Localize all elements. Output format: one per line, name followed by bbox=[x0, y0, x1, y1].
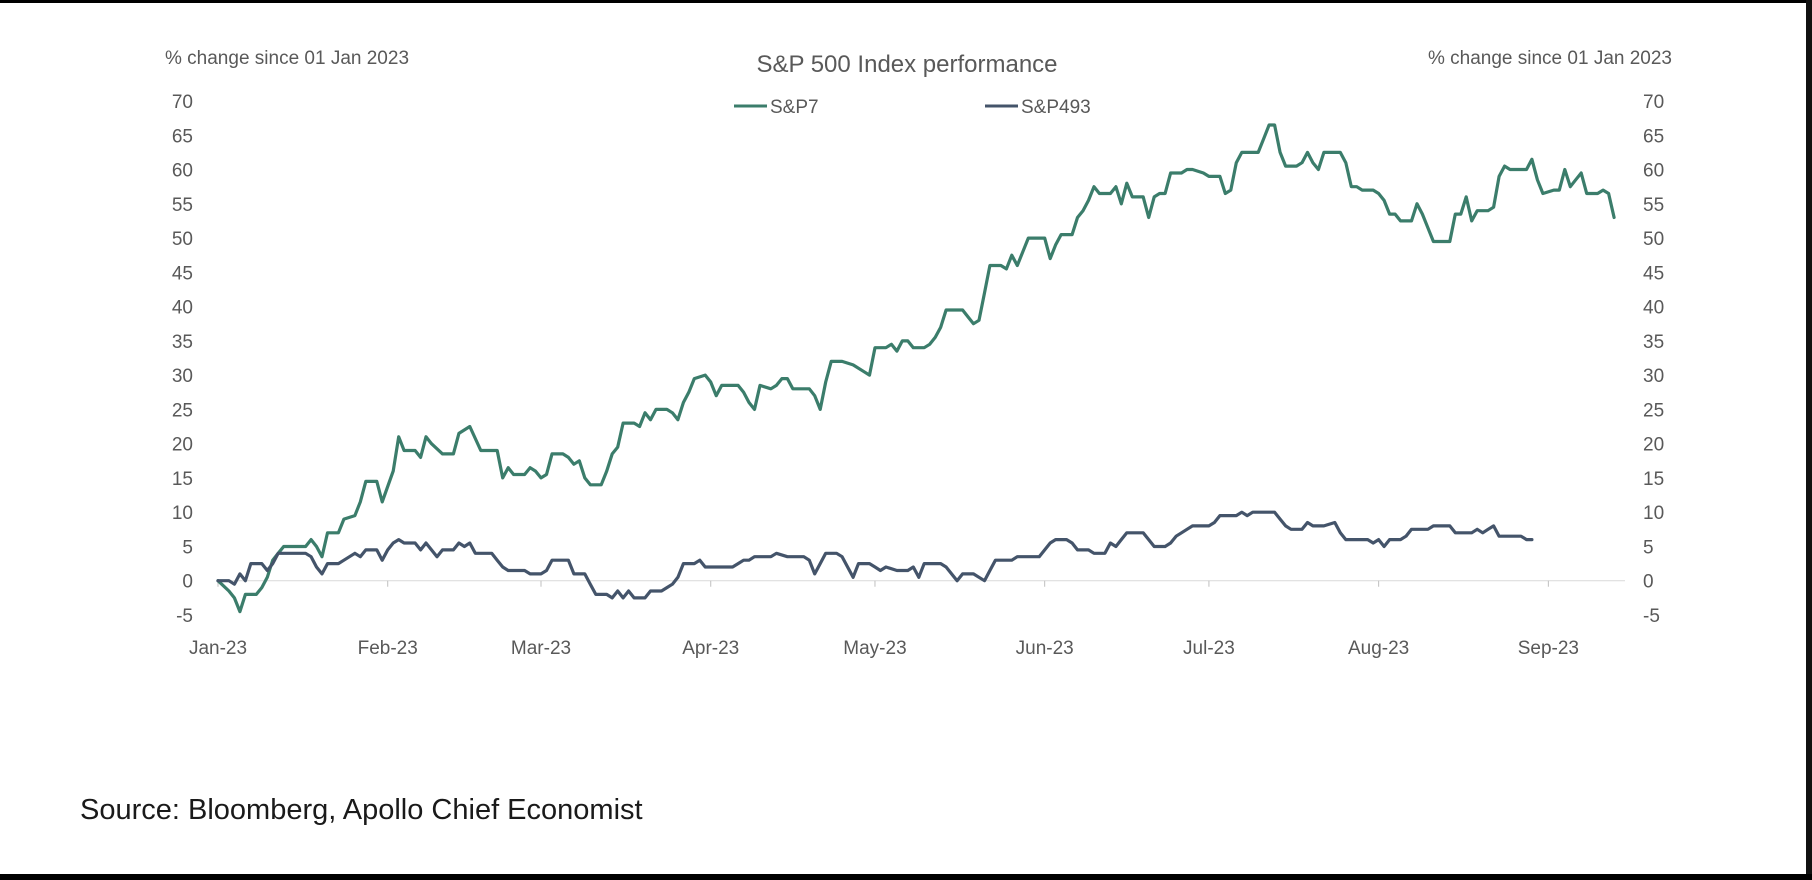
y-tick-right: 30 bbox=[1643, 366, 1664, 387]
x-tick-label: Sep-23 bbox=[1518, 638, 1579, 659]
legend-label-sp493: S&P493 bbox=[1021, 97, 1091, 118]
x-tick-label: Feb-23 bbox=[358, 638, 418, 659]
x-tick-label: Aug-23 bbox=[1348, 638, 1409, 659]
y-tick-right: 40 bbox=[1643, 298, 1664, 319]
right-axis-title: % change since 01 Jan 2023 bbox=[1428, 48, 1672, 69]
legend: S&P7 S&P493 bbox=[734, 97, 1091, 118]
y-tick-left: 40 bbox=[172, 298, 193, 319]
plot-area bbox=[216, 123, 1616, 614]
right-y-axis: -5 0 5 10 15 20 25 30 35 40 45 50 55 60 65 70 bbox=[1643, 92, 1664, 627]
y-tick-left: 5 bbox=[182, 537, 193, 558]
series-line-sp7 bbox=[216, 123, 1616, 614]
x-tick-label: Apr-23 bbox=[682, 638, 739, 659]
y-tick-right: 65 bbox=[1643, 126, 1664, 147]
x-tick-label: Jun-23 bbox=[1016, 638, 1074, 659]
y-tick-left: 25 bbox=[172, 400, 193, 421]
y-tick-left: 20 bbox=[172, 435, 193, 456]
y-tick-left: 65 bbox=[172, 126, 193, 147]
y-tick-right: 25 bbox=[1643, 400, 1664, 421]
y-tick-right: 0 bbox=[1643, 572, 1654, 593]
y-tick-left: 15 bbox=[172, 469, 193, 490]
bottom-border bbox=[0, 874, 1812, 880]
y-tick-left: 70 bbox=[172, 92, 193, 113]
x-axis: Jan-23 Feb-23 Mar-23 Apr-23 May-23 Jun-23 Jul-… bbox=[189, 580, 1625, 659]
y-tick-right: 20 bbox=[1643, 435, 1664, 456]
y-tick-right: 55 bbox=[1643, 195, 1664, 216]
right-border bbox=[1806, 0, 1812, 880]
y-tick-left: 10 bbox=[172, 503, 193, 524]
y-tick-left: 55 bbox=[172, 195, 193, 216]
y-tick-right: 45 bbox=[1643, 263, 1664, 284]
y-tick-left: -5 bbox=[176, 606, 193, 627]
legend-label-sp7: S&P7 bbox=[770, 97, 819, 118]
y-tick-left: 45 bbox=[172, 263, 193, 284]
y-tick-right: 60 bbox=[1643, 161, 1664, 182]
y-tick-left: 35 bbox=[172, 332, 193, 353]
y-tick-right: 35 bbox=[1643, 332, 1664, 353]
left-axis-title: % change since 01 Jan 2023 bbox=[165, 48, 409, 69]
x-tick-label: May-23 bbox=[843, 638, 906, 659]
series-line-sp493 bbox=[216, 510, 1534, 600]
y-tick-right: 70 bbox=[1643, 92, 1664, 113]
left-y-axis: -5 0 5 10 15 20 25 30 35 40 45 50 55 60 65 70 bbox=[172, 92, 193, 627]
y-tick-right: 50 bbox=[1643, 229, 1664, 250]
y-tick-left: 0 bbox=[182, 572, 193, 593]
y-tick-left: 50 bbox=[172, 229, 193, 250]
y-tick-left: 60 bbox=[172, 161, 193, 182]
x-tick-label: Mar-23 bbox=[511, 638, 571, 659]
y-tick-right: 10 bbox=[1643, 503, 1664, 524]
x-tick-label: Jan-23 bbox=[189, 638, 247, 659]
chart-title: S&P 500 Index performance bbox=[756, 51, 1057, 78]
top-border bbox=[0, 0, 1812, 3]
y-tick-left: 30 bbox=[172, 366, 193, 387]
y-tick-right: 5 bbox=[1643, 537, 1654, 558]
x-tick-label: Jul-23 bbox=[1183, 638, 1235, 659]
y-tick-right: 15 bbox=[1643, 469, 1664, 490]
source-note: Source: Bloomberg, Apollo Chief Economis… bbox=[80, 794, 643, 826]
y-tick-right: -5 bbox=[1643, 606, 1660, 627]
